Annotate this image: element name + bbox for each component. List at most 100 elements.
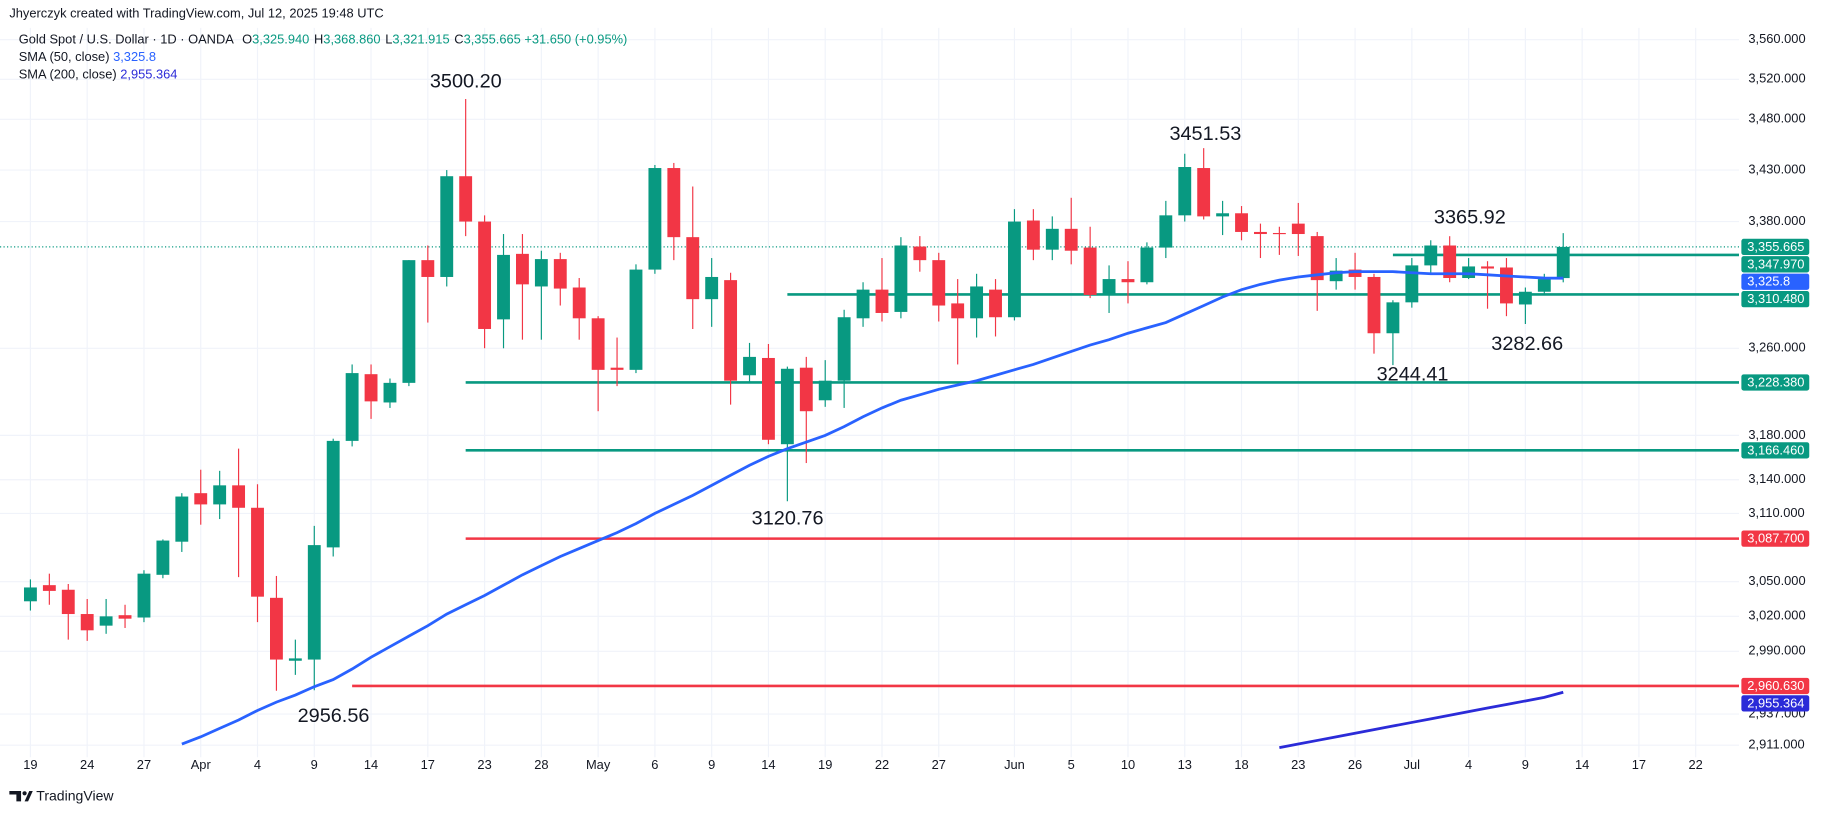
candle-body	[213, 485, 227, 505]
price-tag-label: 3,166.460	[1747, 442, 1804, 457]
candle-body	[1443, 245, 1457, 279]
x-tick-label: 28	[534, 757, 548, 772]
symbol: Gold Spot / U.S. Dollar · 1D · OANDA	[19, 32, 235, 47]
candle-body	[1405, 265, 1419, 303]
annotation: 3120.76	[752, 507, 824, 529]
candle-body	[667, 168, 681, 238]
candle-body	[478, 221, 492, 329]
candle-body	[1216, 213, 1230, 217]
candle-body	[99, 616, 113, 626]
x-tick-label: Apr	[191, 757, 212, 772]
candle-body	[23, 587, 37, 602]
price-tag	[1741, 530, 1810, 547]
candle-body	[780, 368, 794, 445]
sma-legend: SMA (50, close) 3,325.8	[19, 49, 156, 64]
candle-body	[175, 496, 189, 542]
candle-body	[1178, 167, 1192, 216]
candle-body	[1159, 215, 1173, 248]
candle-body	[80, 614, 94, 631]
ohlc-value: 3,368.860	[323, 32, 380, 47]
candle-body	[1272, 232, 1286, 235]
x-tick-label: 6	[651, 757, 658, 772]
candle-body	[1235, 213, 1248, 232]
x-tick-label: 14	[1575, 757, 1589, 772]
price-tags: 3,355.665 3,347.970 3,310.480 3,228.380 3,16…	[1741, 238, 1810, 712]
annotation: 3451.53	[1169, 123, 1241, 145]
candle-body	[743, 356, 756, 376]
candle-body	[1556, 246, 1570, 279]
x-tick-label: 9	[708, 757, 715, 772]
candle-body	[61, 589, 75, 615]
annotation: 3365.92	[1434, 207, 1506, 229]
legend-name: SMA (200, close)	[19, 67, 117, 82]
sma-legend: SMA (200, close) 2,955.364	[19, 67, 178, 82]
logo	[9, 790, 33, 802]
x-tick-label: 27	[932, 757, 946, 772]
x-tick-label: 19	[818, 757, 832, 772]
grid	[0, 27, 1740, 758]
x-tick-label: 9	[1522, 757, 1529, 772]
brand: TradingView	[36, 788, 114, 804]
legend-value: 2,955.364	[120, 67, 177, 82]
annotation: 3500.20	[430, 71, 502, 93]
candle-body	[1537, 279, 1551, 292]
ohlc-line: Gold Spot / U.S. Dollar · 1D · OANDA O3,…	[19, 32, 628, 47]
candle-body	[1329, 270, 1343, 282]
candle-body	[1102, 279, 1116, 294]
x-tick-label: 17	[421, 757, 435, 772]
candle-body	[951, 303, 965, 319]
candle-body	[572, 287, 586, 319]
candle-body	[1254, 231, 1267, 235]
price-tag-label: 3,310.480	[1747, 291, 1804, 306]
candle-body	[534, 259, 548, 287]
candle-body	[1462, 266, 1476, 279]
x-tick-label: 13	[1178, 757, 1192, 772]
candle-body	[137, 573, 151, 618]
x-tick-label: 26	[1348, 757, 1362, 772]
candle-body	[156, 540, 170, 575]
candle-body	[440, 176, 454, 277]
candle-body	[894, 245, 908, 312]
candle-body	[705, 276, 719, 300]
candle-body	[1310, 236, 1324, 281]
y-tick-label: 3,560.000	[1748, 31, 1805, 46]
price-tag-label: 3,347.970	[1747, 256, 1804, 271]
price-tag	[1741, 291, 1810, 308]
candle-body	[913, 246, 927, 261]
x-tick-label: 14	[364, 757, 378, 772]
candle-body	[932, 260, 946, 306]
price-tag-label: 3,325.8	[1747, 274, 1790, 289]
axes: 3,560.000 3,520.000 3,480.000 3,430.000 3,38…	[23, 31, 1805, 772]
candle-body	[42, 585, 56, 591]
x-tick-label: 23	[477, 757, 491, 772]
credit: Jhyerczyk created with TradingView.com, …	[9, 5, 383, 20]
plot-area	[0, 99, 1740, 750]
candle-body	[1481, 266, 1494, 269]
y-tick-label: 2,990.000	[1748, 643, 1805, 658]
candle-body	[232, 485, 246, 508]
ohlc-value: 3,355.665	[464, 32, 521, 47]
candle-body	[326, 440, 340, 548]
x-tick-label: 24	[80, 757, 94, 772]
footer: TradingView	[9, 788, 114, 804]
candle-body	[1140, 247, 1154, 283]
candle-body	[856, 289, 870, 319]
candle-body	[118, 615, 132, 619]
candle-body	[875, 289, 889, 313]
y-tick-label: 3,180.000	[1748, 427, 1805, 442]
price-tag	[1741, 677, 1810, 695]
candle-body	[251, 507, 264, 597]
candle-body	[818, 380, 832, 401]
candle-body	[1367, 276, 1381, 334]
candle-body	[383, 382, 397, 403]
price-tag	[1741, 273, 1810, 290]
x-tick-label: 22	[1689, 757, 1703, 772]
candle-body	[686, 237, 700, 300]
ohlc-value: 3,321.915	[392, 32, 449, 47]
price-tag-label: 3,228.380	[1747, 374, 1804, 389]
x-tick-label: 4	[254, 757, 261, 772]
ohlc-key: L	[385, 32, 392, 47]
y-tick-label: 3,430.000	[1748, 162, 1805, 177]
x-tick-label: 9	[311, 757, 318, 772]
